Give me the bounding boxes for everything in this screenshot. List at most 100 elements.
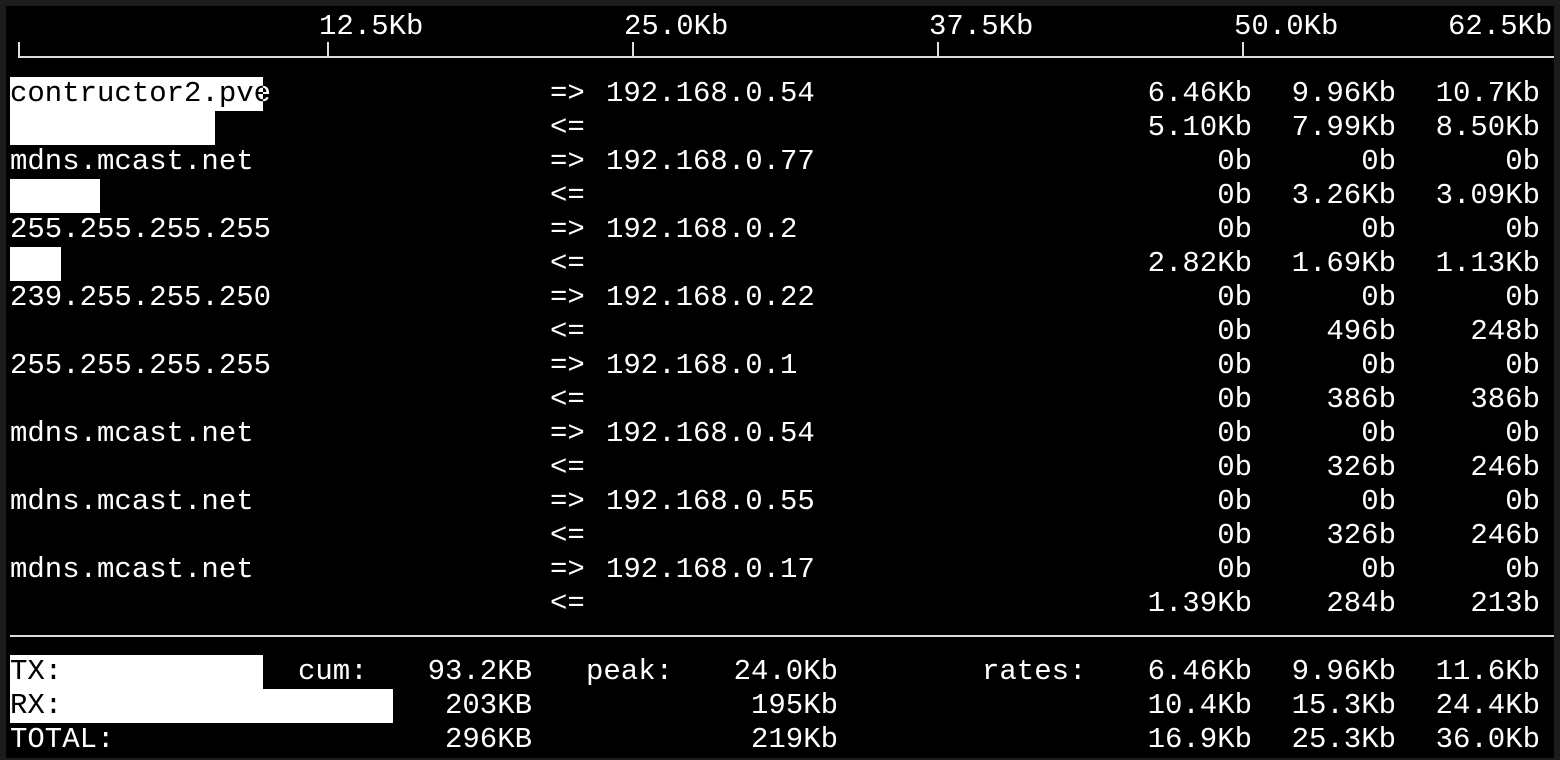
separator-line xyxy=(10,635,1554,637)
rx-rate-2s: 0b xyxy=(1217,315,1252,348)
tx-rate-2s: 0b xyxy=(1217,213,1252,246)
tx-rate-10s: 0b xyxy=(1361,145,1396,178)
peer-address: 192.168.0.1 xyxy=(606,349,798,382)
cumulative-value: 296KB xyxy=(444,723,532,756)
host-name: mdns.mcast.net xyxy=(10,553,254,586)
direction-in-arrow: <= xyxy=(550,451,585,484)
tx-rate-10s: 0b xyxy=(1361,281,1396,314)
total-rate-2s: 6.46Kb xyxy=(1147,655,1252,688)
peak-value: 24.0Kb xyxy=(733,655,838,688)
rx-rate-2s: 5.10Kb xyxy=(1147,111,1252,144)
rx-rate-10s: 284b xyxy=(1326,587,1396,620)
direction-out-arrow: => xyxy=(550,553,585,586)
direction-in-arrow: <= xyxy=(550,111,585,144)
direction-out-arrow: => xyxy=(550,281,585,314)
rx-traffic-bar xyxy=(10,247,62,281)
rx-rate-2s: 0b xyxy=(1217,179,1252,212)
total-rate-10s: 9.96Kb xyxy=(1291,655,1396,688)
cumulative-value: 203KB xyxy=(444,689,532,722)
direction-out-arrow: => xyxy=(550,145,585,178)
tx-rate-2s: 0b xyxy=(1217,485,1252,518)
scale-axis-line xyxy=(18,56,1554,58)
direction-in-arrow: <= xyxy=(550,587,585,620)
host-name: mdns.mcast.net xyxy=(10,417,254,450)
tx-rate-10s: 0b xyxy=(1361,349,1396,382)
totals-label: TOTAL: xyxy=(10,723,115,756)
tx-rate-40s: 0b xyxy=(1505,213,1540,246)
total-rate-40s: 36.0Kb xyxy=(1435,723,1540,756)
rx-traffic-bar xyxy=(10,111,215,145)
total-traffic-bar xyxy=(10,689,394,723)
rx-traffic-bar xyxy=(10,179,100,213)
tx-rate-10s: 0b xyxy=(1361,417,1396,450)
total-rate-40s: 24.4Kb xyxy=(1435,689,1540,722)
rx-rate-40s: 213b xyxy=(1470,587,1540,620)
direction-in-arrow: <= xyxy=(550,383,585,416)
direction-out-arrow: => xyxy=(550,77,585,110)
direction-in-arrow: <= xyxy=(550,247,585,280)
tx-rate-40s: 0b xyxy=(1505,417,1540,450)
rx-rate-2s: 0b xyxy=(1217,519,1252,552)
peer-address: 192.168.0.77 xyxy=(606,145,815,178)
direction-out-arrow: => xyxy=(550,213,585,246)
tx-rate-40s: 0b xyxy=(1505,145,1540,178)
tx-rate-10s: 0b xyxy=(1361,485,1396,518)
rx-rate-10s: 496b xyxy=(1326,315,1396,348)
peer-address: 192.168.0.55 xyxy=(606,485,815,518)
host-name: mdns.mcast.net xyxy=(10,145,254,178)
rx-rate-40s: 8.50Kb xyxy=(1435,111,1540,144)
direction-in-arrow: <= xyxy=(550,315,585,348)
rx-rate-40s: 3.09Kb xyxy=(1435,179,1540,212)
rx-rate-40s: 386b xyxy=(1470,383,1540,416)
tx-rate-40s: 0b xyxy=(1505,553,1540,586)
rx-rate-2s: 1.39Kb xyxy=(1147,587,1252,620)
tx-traffic-bar xyxy=(10,77,264,111)
tx-rate-10s: 9.96Kb xyxy=(1291,77,1396,110)
peer-address: 192.168.0.2 xyxy=(606,213,798,246)
scale-tick-label: 12.5Kb xyxy=(319,10,424,43)
scale-tick xyxy=(327,42,329,58)
total-traffic-bar xyxy=(10,655,264,689)
host-name: mdns.mcast.net xyxy=(10,485,254,518)
rx-rate-10s: 326b xyxy=(1326,519,1396,552)
tx-rate-2s: 0b xyxy=(1217,281,1252,314)
peak-value: 195Kb xyxy=(750,689,838,722)
scale-tick-label: 25.0Kb xyxy=(624,10,729,43)
rx-rate-40s: 246b xyxy=(1470,519,1540,552)
total-rate-10s: 15.3Kb xyxy=(1291,689,1396,722)
host-name: 255.255.255.255 xyxy=(10,349,272,382)
scale-tick-label: 37.5Kb xyxy=(929,10,1034,43)
cum-label: cum: xyxy=(298,655,368,688)
tx-rate-40s: 0b xyxy=(1505,281,1540,314)
tx-rate-2s: 0b xyxy=(1217,417,1252,450)
scale-tick-zero xyxy=(18,42,20,58)
tx-rate-2s: 0b xyxy=(1217,145,1252,178)
rx-rate-2s: 0b xyxy=(1217,383,1252,416)
rx-rate-40s: 1.13Kb xyxy=(1435,247,1540,280)
host-name: 239.255.255.250 xyxy=(10,281,272,314)
tx-rate-2s: 6.46Kb xyxy=(1147,77,1252,110)
tx-rate-40s: 10.7Kb xyxy=(1435,77,1540,110)
scale-tick xyxy=(937,42,939,58)
total-rate-2s: 16.9Kb xyxy=(1147,723,1252,756)
rx-rate-10s: 7.99Kb xyxy=(1291,111,1396,144)
rx-rate-40s: 248b xyxy=(1470,315,1540,348)
peer-address: 192.168.0.17 xyxy=(606,553,815,586)
rx-rate-2s: 2.82Kb xyxy=(1147,247,1252,280)
scale-tick xyxy=(1242,42,1244,58)
tx-rate-40s: 0b xyxy=(1505,485,1540,518)
rx-rate-40s: 246b xyxy=(1470,451,1540,484)
rx-rate-10s: 386b xyxy=(1326,383,1396,416)
cumulative-value: 93.2KB xyxy=(427,655,532,688)
rx-rate-10s: 326b xyxy=(1326,451,1396,484)
scale-tick-label: 62.5Kb xyxy=(1448,10,1553,43)
direction-in-arrow: <= xyxy=(550,179,585,212)
direction-in-arrow: <= xyxy=(550,519,585,552)
direction-out-arrow: => xyxy=(550,417,585,450)
rx-rate-2s: 0b xyxy=(1217,451,1252,484)
peer-address: 192.168.0.54 xyxy=(606,417,815,450)
total-rate-40s: 11.6Kb xyxy=(1435,655,1540,688)
tx-rate-2s: 0b xyxy=(1217,349,1252,382)
peer-address: 192.168.0.54 xyxy=(606,77,815,110)
